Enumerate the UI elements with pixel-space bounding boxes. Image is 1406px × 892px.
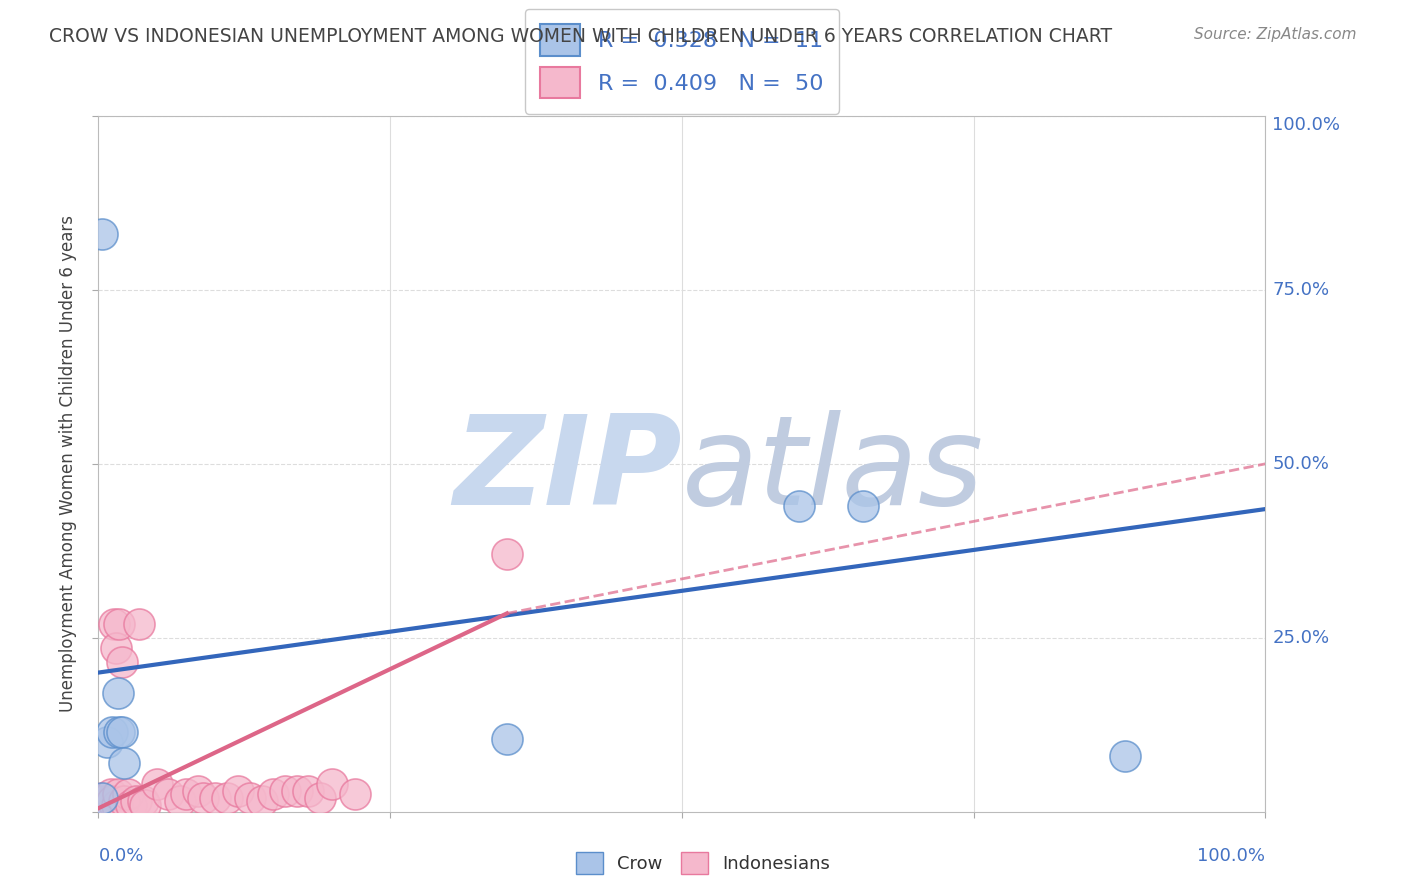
Point	[250, 794, 273, 808]
Point	[108, 616, 131, 631]
Point	[89, 794, 111, 808]
Point	[787, 499, 810, 513]
Point	[228, 784, 250, 798]
Point	[91, 801, 114, 815]
Text: Source: ZipAtlas.com: Source: ZipAtlas.com	[1194, 27, 1357, 42]
Point	[93, 797, 115, 812]
Point	[87, 797, 110, 812]
Point	[146, 777, 169, 791]
Text: atlas: atlas	[682, 410, 984, 532]
Point	[97, 794, 120, 808]
Legend: Crow, Indonesians: Crow, Indonesians	[568, 845, 838, 881]
Point	[108, 724, 131, 739]
Point	[111, 724, 134, 739]
Point	[174, 788, 197, 802]
Point	[321, 777, 343, 791]
Point	[90, 790, 112, 805]
Point	[90, 227, 112, 242]
Point	[98, 797, 121, 812]
Point	[101, 724, 124, 739]
Text: 0.0%: 0.0%	[98, 847, 143, 865]
Point	[90, 797, 112, 812]
Point	[239, 790, 262, 805]
Point	[496, 547, 519, 561]
Point	[204, 790, 226, 805]
Point	[285, 784, 308, 798]
Point	[344, 788, 367, 802]
Text: 100.0%: 100.0%	[1198, 847, 1265, 865]
Point	[132, 794, 155, 808]
Point	[187, 784, 209, 798]
Point	[125, 794, 148, 808]
Point	[97, 801, 120, 815]
Point	[105, 797, 128, 812]
Point	[112, 794, 135, 808]
Point	[90, 797, 112, 812]
Text: 100.0%: 100.0%	[1272, 116, 1340, 134]
Text: ZIP: ZIP	[453, 410, 682, 532]
Y-axis label: Unemployment Among Women with Children Under 6 years: Unemployment Among Women with Children U…	[59, 215, 77, 713]
Point	[111, 655, 134, 669]
Point	[90, 801, 112, 815]
Point	[309, 790, 332, 805]
Point	[274, 784, 297, 798]
Point	[96, 735, 118, 749]
Point	[262, 788, 284, 802]
Text: 75.0%: 75.0%	[1272, 281, 1330, 299]
Point	[128, 616, 150, 631]
Point	[157, 788, 180, 802]
Point	[1114, 749, 1136, 764]
Point	[104, 641, 127, 656]
Point	[117, 788, 139, 802]
Point	[91, 797, 114, 812]
Point	[94, 794, 117, 808]
Point	[103, 616, 125, 631]
Text: CROW VS INDONESIAN UNEMPLOYMENT AMONG WOMEN WITH CHILDREN UNDER 6 YEARS CORRELAT: CROW VS INDONESIAN UNEMPLOYMENT AMONG WO…	[49, 27, 1112, 45]
Point	[852, 499, 875, 513]
Point	[193, 790, 215, 805]
Point	[120, 797, 142, 812]
Point	[169, 794, 191, 808]
Point	[134, 797, 156, 812]
Point	[93, 801, 115, 815]
Point	[100, 788, 122, 802]
Text: 50.0%: 50.0%	[1272, 455, 1329, 473]
Point	[107, 788, 129, 802]
Point	[90, 790, 112, 805]
Text: 25.0%: 25.0%	[1272, 629, 1330, 647]
Point	[89, 801, 111, 815]
Point	[496, 731, 519, 746]
Point	[215, 790, 238, 805]
Point	[107, 686, 129, 700]
Point	[297, 784, 319, 798]
Point	[96, 797, 118, 812]
Point	[112, 756, 135, 770]
Point	[101, 794, 124, 808]
Legend: R =  0.328   N =  11, R =  0.409   N =  50: R = 0.328 N = 11, R = 0.409 N = 50	[524, 9, 839, 114]
